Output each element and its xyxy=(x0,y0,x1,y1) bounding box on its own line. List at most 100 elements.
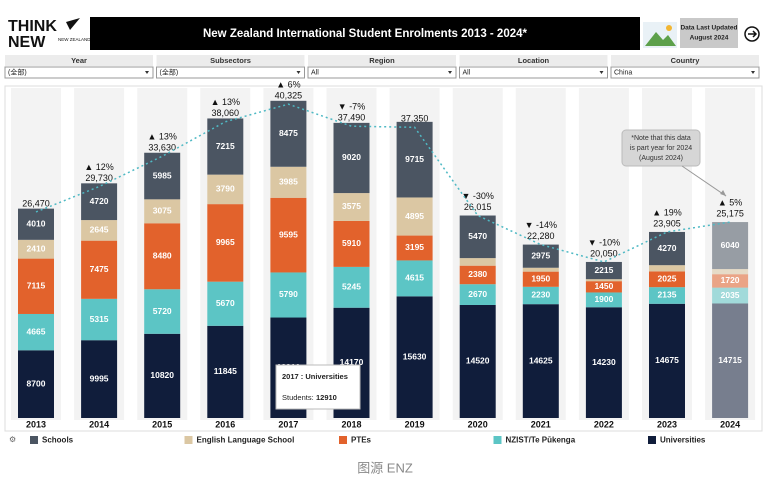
segment-label: 4895 xyxy=(405,211,424,221)
filter-value[interactable]: (全部) xyxy=(8,67,27,76)
bar-segment xyxy=(522,267,559,272)
total-label: 37,350 xyxy=(401,114,429,124)
filter-header xyxy=(611,55,759,66)
filter-header xyxy=(156,55,305,66)
total-label: 29,730 xyxy=(85,173,113,183)
bar-segment xyxy=(459,284,496,305)
segment-label: 5245 xyxy=(342,282,361,292)
tooltip-value: 12910 xyxy=(316,393,337,402)
legend-swatch xyxy=(184,436,193,444)
change-label: ▼ -30% xyxy=(461,191,493,201)
segment-label: 2230 xyxy=(531,290,550,300)
annotation-text: (August 2024) xyxy=(639,155,683,162)
change-label: ▲ 6% xyxy=(276,80,300,90)
legend-swatch xyxy=(648,436,656,444)
x-tick-label: 2022 xyxy=(594,419,614,429)
filter-value[interactable]: China xyxy=(614,69,632,76)
segment-label: 8475 xyxy=(279,128,298,138)
segment-label: 14520 xyxy=(466,356,490,366)
bar-segment xyxy=(18,208,54,240)
segment-label: 15630 xyxy=(403,351,427,361)
next-arrow[interactable] xyxy=(748,30,758,38)
bar-segment xyxy=(144,223,181,290)
segment-label: 3195 xyxy=(405,242,424,252)
filter-dropdown[interactable] xyxy=(610,66,760,79)
segment-label: 1950 xyxy=(531,273,550,283)
total-label: 26,015 xyxy=(464,202,492,212)
bar-segment xyxy=(585,281,622,293)
filter-dropdown[interactable] xyxy=(156,66,305,79)
segment-label: 9020 xyxy=(342,152,361,162)
segment-label: 3575 xyxy=(342,201,361,211)
bar-segment xyxy=(81,240,118,299)
segment-label: 9595 xyxy=(279,229,298,239)
dropdown-arrow[interactable] xyxy=(296,71,301,74)
legend-label: PTEs xyxy=(351,436,372,445)
total-label: 26,470 xyxy=(22,198,50,208)
segment-label: 5910 xyxy=(342,238,361,248)
segment-label: 5670 xyxy=(216,298,235,308)
x-tick-label: 2019 xyxy=(405,419,425,429)
chart-title: New Zealand International Student Enrolm… xyxy=(203,28,528,40)
segment-label: 2025 xyxy=(658,274,677,284)
filter-dropdown[interactable] xyxy=(459,66,608,79)
change-label: ▼ -10% xyxy=(588,237,620,247)
x-tick-label: 2023 xyxy=(657,419,677,429)
filter-value[interactable]: All xyxy=(463,69,471,76)
filter-dropdown[interactable] xyxy=(307,66,457,79)
segment-label: 1720 xyxy=(721,275,740,285)
dropdown-arrow[interactable] xyxy=(751,71,755,74)
bar-segment xyxy=(207,204,244,282)
change-label: ▲ 13% xyxy=(147,132,176,142)
dropdown-arrow[interactable] xyxy=(145,71,149,74)
segment-label: 9995 xyxy=(90,373,109,383)
x-tick-label: 2021 xyxy=(531,419,551,429)
change-label: ▼ -14% xyxy=(525,220,557,230)
bar-segment xyxy=(585,261,622,280)
segment-label: 14170 xyxy=(340,357,364,367)
bar-segment xyxy=(207,281,244,326)
bar-segment xyxy=(649,265,685,272)
bar-segment xyxy=(459,258,496,266)
segment-label: 3790 xyxy=(216,184,235,194)
filter-header xyxy=(459,55,608,66)
segment-label: 10820 xyxy=(150,370,174,380)
next-button[interactable] xyxy=(744,26,760,42)
bar-segment xyxy=(459,304,496,418)
dropdown-arrow[interactable] xyxy=(448,71,452,74)
tooltip xyxy=(275,364,361,410)
legend-swatch xyxy=(493,436,502,444)
segment-label: 2135 xyxy=(658,290,677,300)
segment-label: 9965 xyxy=(216,237,235,247)
segment-label: 4665 xyxy=(27,326,46,336)
segment-label: 1450 xyxy=(594,281,613,291)
filter-value[interactable]: (全部) xyxy=(160,67,179,76)
total-label: 40,325 xyxy=(275,91,303,101)
bar-segment xyxy=(712,222,749,270)
segment-label: 7115 xyxy=(27,281,46,291)
bar-segment xyxy=(712,274,749,288)
dropdown-arrow[interactable] xyxy=(599,71,604,74)
total-label: 25,175 xyxy=(716,208,744,218)
filter-label: Location xyxy=(518,56,550,65)
bar-segment xyxy=(649,303,685,418)
segment-label: 14230 xyxy=(592,357,616,367)
filter-dropdown[interactable] xyxy=(4,66,154,79)
annotation-arrowhead xyxy=(720,190,727,197)
filter-value[interactable]: All xyxy=(311,69,319,76)
bar-segment xyxy=(81,220,118,241)
change-label: ▲ 12% xyxy=(84,162,113,172)
bar-segment xyxy=(396,296,433,418)
bar-segment xyxy=(396,121,433,198)
legend-label: Universities xyxy=(660,436,706,445)
segment-label: 4270 xyxy=(658,243,677,253)
annotation-box xyxy=(621,129,701,167)
segment-label: 14625 xyxy=(529,355,553,365)
bar-segment xyxy=(459,265,496,285)
bar-segment xyxy=(396,197,433,236)
bar-segment xyxy=(81,183,118,221)
image-icon-sun xyxy=(666,25,672,31)
filter-header xyxy=(308,55,456,66)
bar-segment xyxy=(144,199,181,224)
